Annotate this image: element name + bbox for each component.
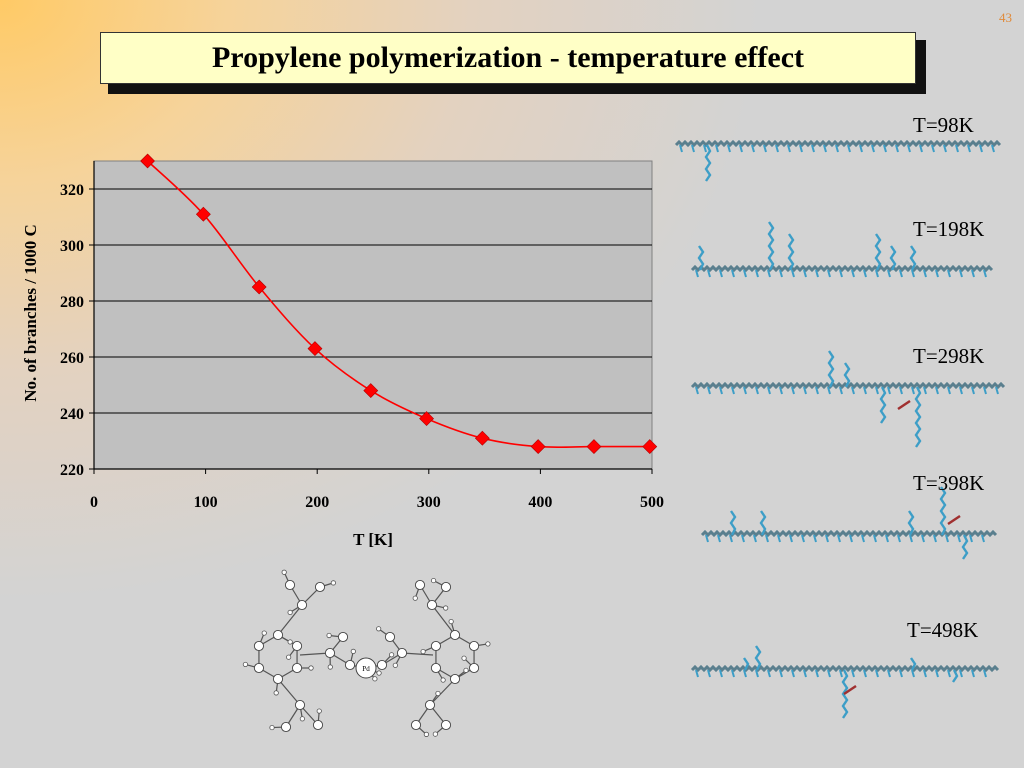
x-tick-labels: 0 100 200 300 400 500 <box>90 494 664 511</box>
x-tick-label: 100 <box>194 494 218 511</box>
axes <box>89 161 653 474</box>
polymer-chain <box>690 221 994 278</box>
svg-text:Pd: Pd <box>362 665 370 673</box>
data-point <box>195 206 211 222</box>
slide-title: Propylene polymerization - temperature e… <box>100 32 916 84</box>
polymer-chain-structures <box>674 139 1006 719</box>
x-tick-label: 500 <box>640 494 664 511</box>
x-tick-label: 400 <box>528 494 552 511</box>
series-markers <box>140 153 658 455</box>
data-point <box>642 439 658 455</box>
y-tick-label: 220 <box>60 462 84 479</box>
data-point <box>363 383 379 399</box>
x-axis-label: T [K] <box>353 530 393 549</box>
y-tick-label: 300 <box>60 238 84 255</box>
x-tick-label: 200 <box>305 494 329 511</box>
structure-label-498k: T=498K <box>907 618 979 642</box>
data-point <box>474 430 490 446</box>
plot-area <box>93 160 653 470</box>
y-tick-label: 260 <box>60 350 84 367</box>
structure-label-98k: T=98K <box>913 113 974 137</box>
y-tick-label: 240 <box>60 406 84 423</box>
branches-vs-temperature-chart: 0 100 200 300 400 500 220 240 260 280 300 320 T [K… <box>21 153 664 549</box>
data-point <box>419 411 434 427</box>
structure-label-398k: T=398K <box>913 471 985 495</box>
data-point <box>530 439 546 455</box>
y-axis-label: No. of branches / 1000 C <box>21 224 40 402</box>
data-point <box>586 439 602 455</box>
y-tick-label: 280 <box>60 294 84 311</box>
pd-atom: Pd <box>355 657 377 679</box>
data-point <box>140 153 155 169</box>
x-tick-label: 300 <box>417 494 441 511</box>
slide-number: 43 <box>999 10 1012 25</box>
y-tick-labels: 220 240 260 280 300 320 <box>60 182 84 479</box>
x-tick-label: 0 <box>90 494 98 511</box>
data-point <box>251 279 267 295</box>
y-tick-label: 320 <box>60 182 84 199</box>
series-line <box>147 160 650 449</box>
structure-label-198k: T=198K <box>913 217 985 241</box>
gridlines <box>94 188 652 414</box>
structure-label-298k: T=298K <box>913 344 985 368</box>
polymer-chain <box>674 139 1002 182</box>
polymer-chain <box>690 645 1000 719</box>
polymer-chain <box>700 486 998 560</box>
pd-catalyst-molecule-image: Pd <box>242 569 491 737</box>
data-point <box>307 341 323 357</box>
polymer-chain <box>690 350 1006 448</box>
